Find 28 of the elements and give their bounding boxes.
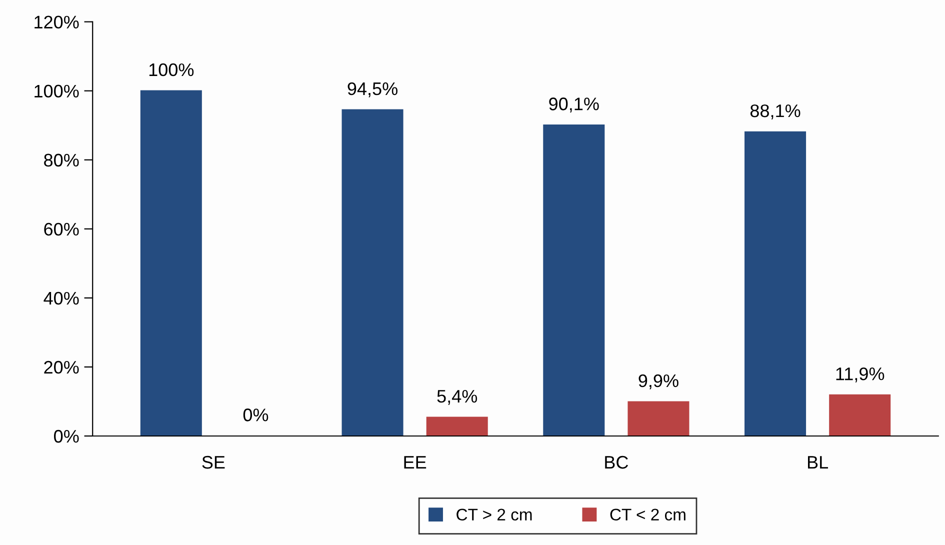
bar: [543, 124, 605, 436]
y-tick-label: 120%: [34, 16, 79, 29]
x-tick-label: EE: [404, 456, 426, 469]
y-tick-label: 80%: [44, 154, 79, 167]
x-tick-label: BC: [605, 456, 628, 469]
bar: [628, 401, 690, 436]
x-tick-label: BL: [808, 456, 828, 469]
data-label: 94,5%: [348, 82, 398, 98]
data-label: 88,1%: [750, 104, 800, 120]
bar: [140, 90, 202, 436]
bar: [829, 394, 891, 436]
data-label: 0%: [243, 408, 268, 422]
y-tick-label: 0%: [54, 430, 79, 443]
data-label: 100%: [149, 63, 194, 76]
y-tick-label: 60%: [44, 222, 79, 236]
y-tick-label: 100%: [34, 84, 79, 98]
bar: [342, 109, 404, 436]
bar: [744, 131, 806, 436]
data-label: 5,4%: [437, 390, 478, 405]
bar: [426, 416, 488, 436]
data-label: 11,9%: [836, 367, 884, 382]
y-tick-label: 40%: [44, 292, 79, 305]
y-tick-label: 20%: [44, 360, 79, 374]
legend-label: CT > 2 cm: [456, 508, 532, 521]
data-label: 90,1%: [549, 98, 599, 112]
legend-label: CT < 2 cm: [610, 508, 686, 521]
data-label: 9,9%: [638, 374, 678, 390]
x-tick-label: SE: [202, 456, 225, 469]
